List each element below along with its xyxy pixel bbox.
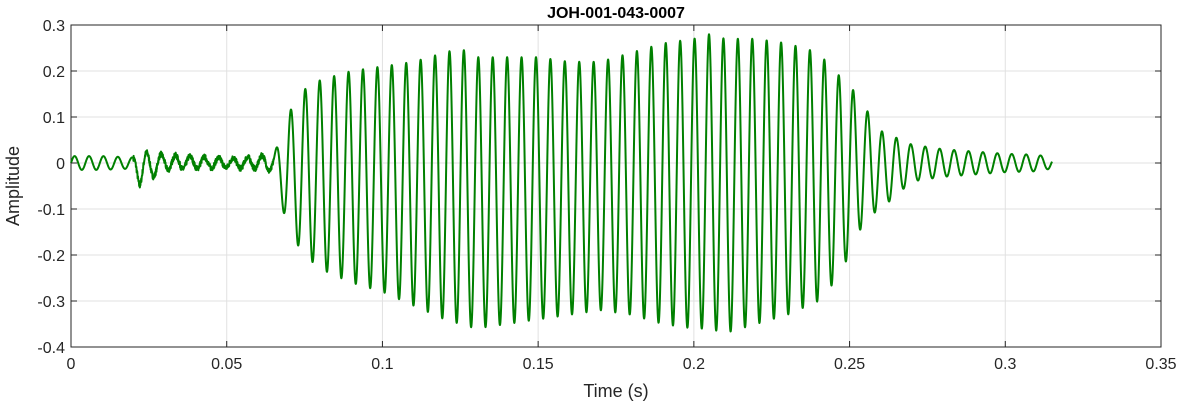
x-axis-label: Time (s) [583,381,648,401]
x-tick-label: 0.2 [683,356,705,373]
plot-area-border [70,24,1162,348]
y-tick-label: -0.1 [37,202,65,219]
x-tick-label: 0.3 [994,356,1016,373]
x-tick-label: 0.25 [834,356,865,373]
x-tick-label: 0 [67,356,76,373]
y-tick-label: 0.3 [43,18,65,35]
y-tick-label: -0.2 [37,248,65,265]
y-axis-ticks: -0.4 -0.3 -0.2 -0.1 0 0.1 0.2 0.3 [37,18,1161,357]
y-tick-label: -0.4 [37,340,65,357]
waveform-line [70,33,1053,333]
y-tick-label: 0.2 [43,64,65,81]
x-axis-ticks: 0 0.05 0.1 0.15 0.2 0.25 0.3 0.35 [67,25,1177,373]
chart-title: JOH-001-043-0007 [547,5,685,22]
x-tick-label: 0.1 [371,356,393,373]
x-tick-label: 0.35 [1145,356,1176,373]
y-axis-label: Amplitude [3,146,23,226]
x-tick-label: 0.05 [211,356,242,373]
y-tick-label: 0.1 [43,110,65,127]
y-tick-label: 0 [56,156,65,173]
x-tick-label: 0.15 [523,356,554,373]
y-tick-label: -0.3 [37,294,65,311]
